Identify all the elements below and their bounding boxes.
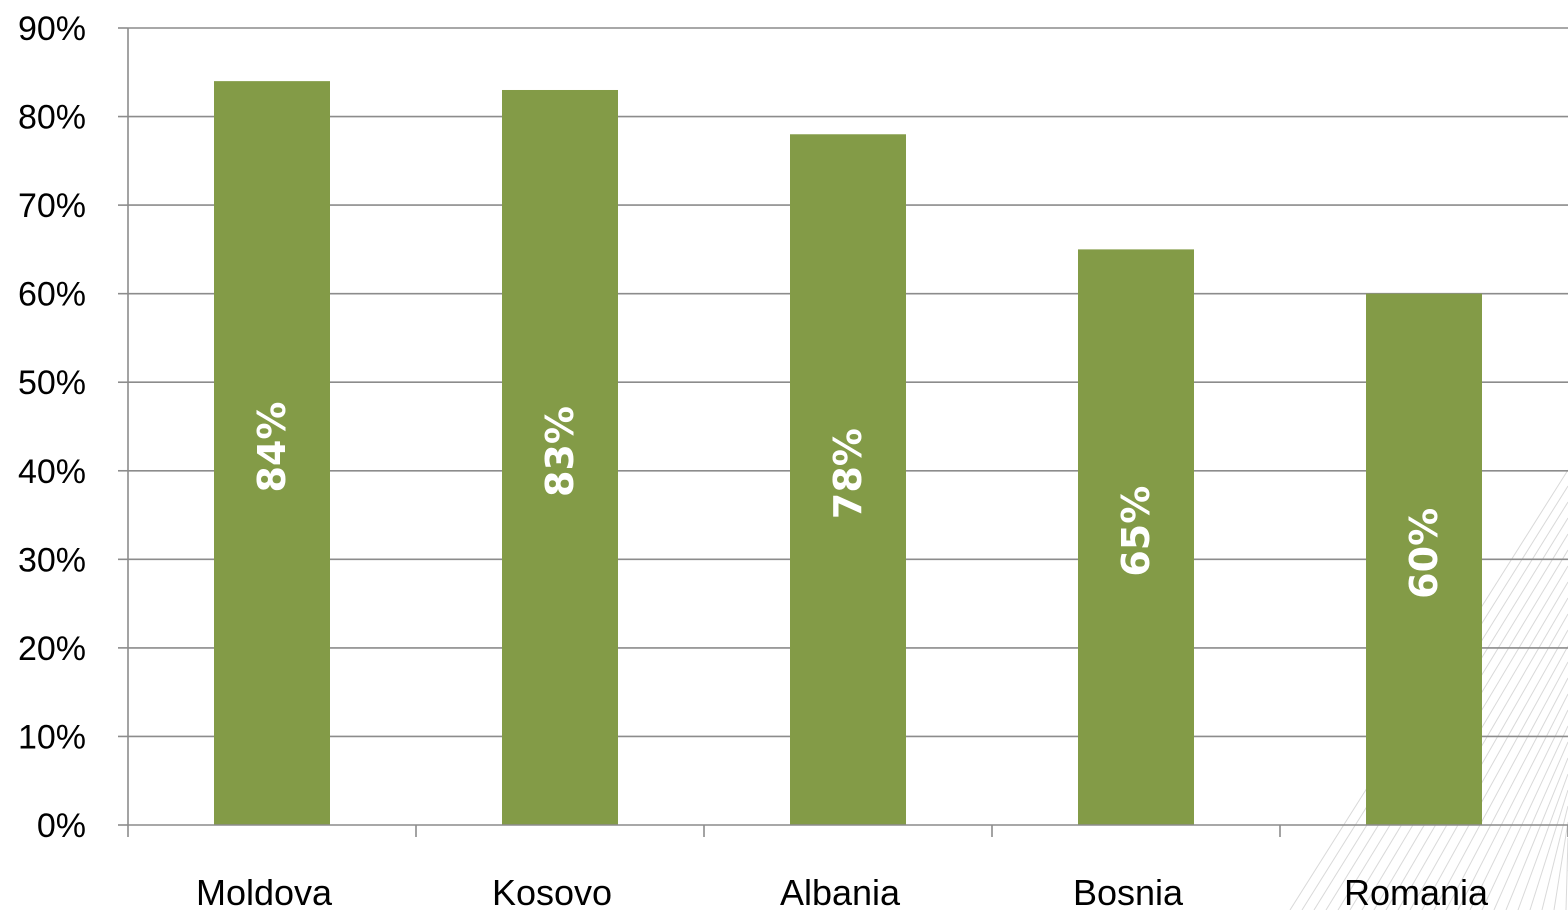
bar-albania (790, 134, 906, 825)
decor-line (1421, 645, 1568, 910)
decor-line (1493, 741, 1568, 910)
bar-bosnia (1078, 249, 1194, 825)
y-tick-label: 10% (18, 718, 86, 756)
decor-line (1517, 773, 1568, 910)
y-tick-label: 70% (18, 187, 86, 225)
y-tick-label: 90% (18, 10, 86, 48)
y-tick-label: 40% (18, 453, 86, 491)
decor-line (1445, 677, 1568, 910)
bar-kosovo (502, 89, 618, 825)
y-tick-label: 80% (18, 99, 86, 137)
y-axis-tick-labels: 0% 10% 20% 30% 40% 50% 60% 70% 80% 90% (18, 10, 86, 845)
decor-line (1553, 821, 1568, 910)
x-category-label: Moldova (196, 872, 333, 910)
x-category-label: Bosnia (1073, 872, 1184, 910)
y-tick-label: 50% (18, 364, 86, 402)
axes (127, 28, 1568, 837)
decor-line (1397, 613, 1568, 910)
decor-line (1433, 661, 1568, 910)
bar-moldova (214, 81, 330, 826)
y-tick-label: 20% (18, 630, 86, 668)
y-tick-label: 30% (18, 541, 86, 579)
x-category-label: Kosovo (492, 872, 612, 910)
data-labels: 84% 83% 78% 65% 60% (250, 402, 1446, 599)
bars (214, 81, 1482, 826)
decor-line (1469, 709, 1568, 910)
decor-line (1505, 757, 1568, 910)
data-label: 65% (1114, 486, 1158, 577)
decor-line (1457, 693, 1568, 910)
decor-line (1541, 805, 1568, 910)
data-label: 84% (250, 402, 294, 493)
bar-romania (1366, 293, 1482, 826)
decor-line (1481, 725, 1568, 910)
data-label: 78% (826, 428, 870, 519)
data-label: 83% (538, 406, 582, 497)
x-axis-category-labels: Moldova Kosovo Albania Bosnia Romania (196, 872, 1489, 910)
x-category-label: Albania (780, 872, 901, 910)
x-category-label: Romania (1344, 872, 1489, 910)
decor-line (1529, 789, 1568, 910)
y-tick-label: 0% (37, 807, 86, 845)
data-label: 60% (1402, 508, 1446, 599)
decor-line (1409, 629, 1568, 910)
y-tick-label: 60% (18, 276, 86, 314)
